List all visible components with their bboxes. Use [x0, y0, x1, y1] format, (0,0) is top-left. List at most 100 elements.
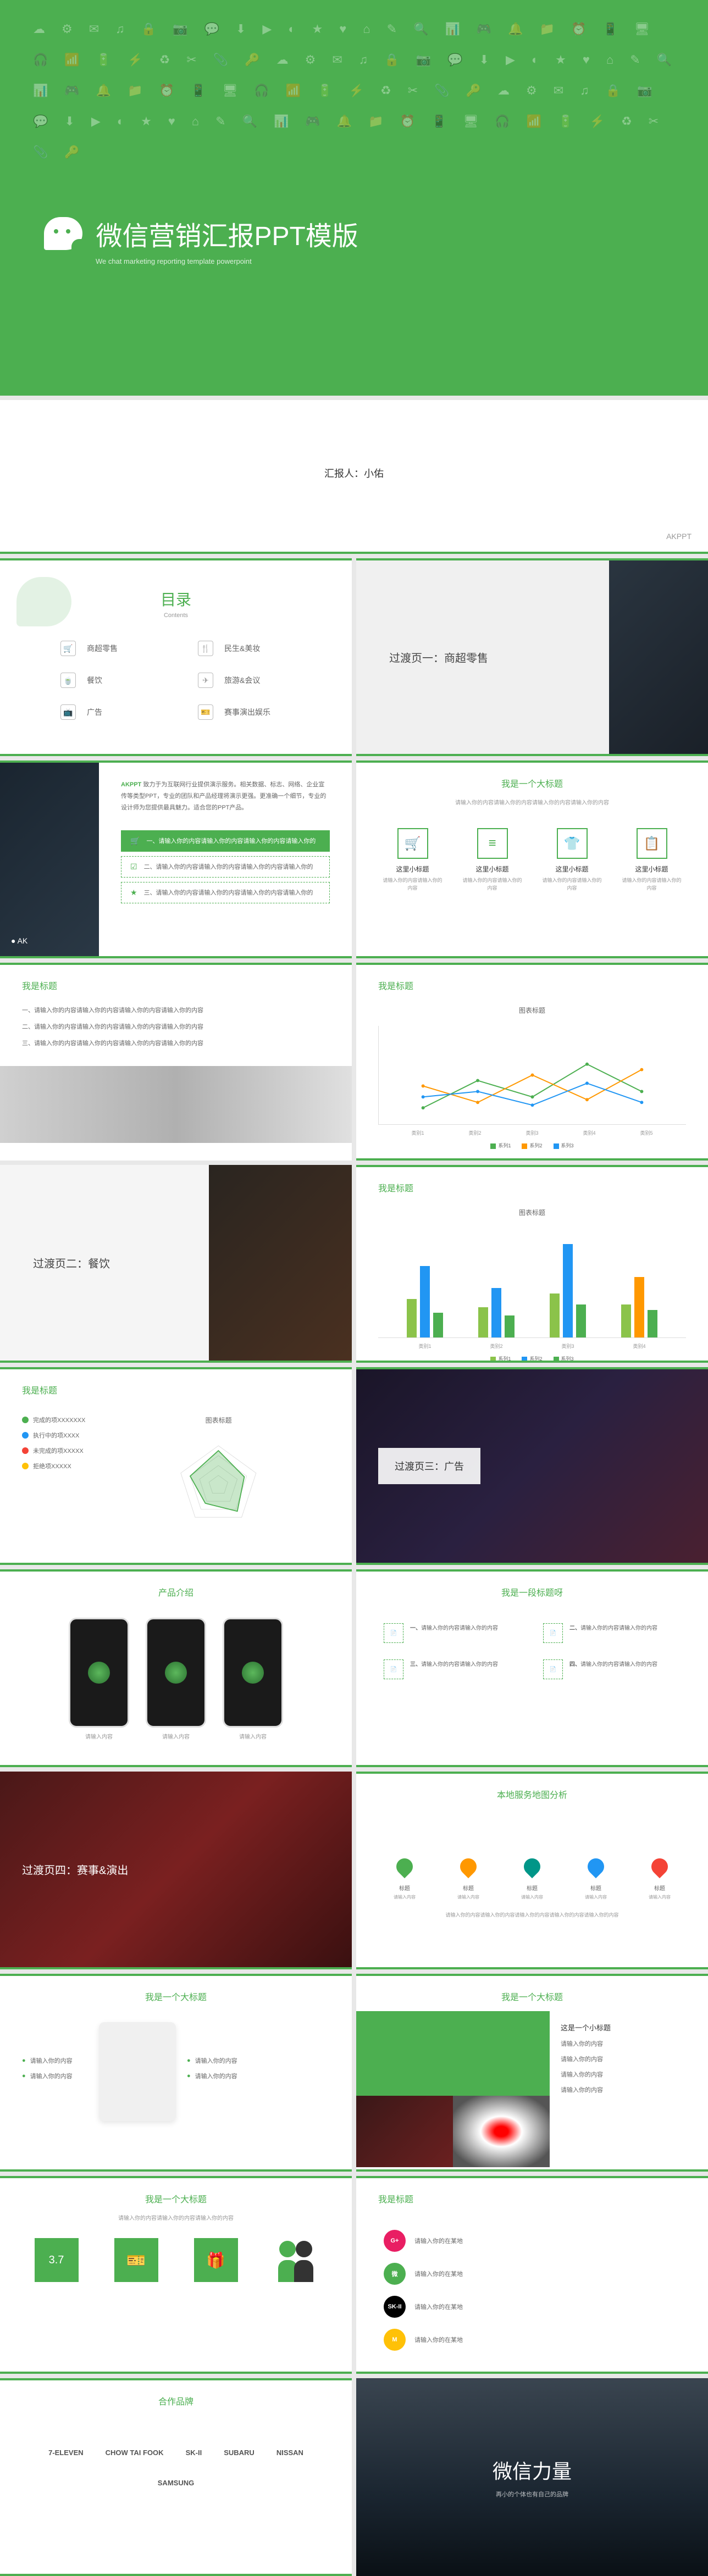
side-layout-slide: 我是一个大标题 ● 请输入你的内容● 请输入你的内容 ● 请输入你的内容● 请输…	[0, 1974, 352, 2172]
toc-item[interactable]: ✈旅游&会议	[198, 673, 291, 688]
radar-legend-item: 执行中的项XXXX	[22, 1431, 85, 1440]
pin-text: 请输入内容	[457, 1894, 479, 1900]
card-icon: 🛒	[397, 828, 428, 859]
green-block	[356, 2011, 550, 2110]
toc-text: 民生&美妆	[224, 643, 260, 654]
bar	[634, 1277, 644, 1337]
chart-title: 图表标题	[378, 1208, 686, 1217]
num-1: 一、请输入你的内容请输入你的内容请输入你的内容请输入你的内容	[22, 1006, 330, 1014]
intro-image: ● AK	[0, 763, 99, 956]
radar-chart: 图表标题	[107, 1415, 330, 1536]
pin-text: 请输入内容	[394, 1894, 416, 1900]
end-slide: 微信力量 再小的个体也有自己的品牌	[356, 2378, 708, 2576]
pin-text: 请输入内容	[585, 1894, 607, 1900]
para-slide: 我是一段标题呀 📄一、请输入你的内容请输入你的内容 📄二、请输入你的内容请输入你的…	[356, 1569, 708, 1767]
transition-image: 过渡页三：广告	[356, 1369, 708, 1563]
cell-icon: 📄	[384, 1659, 403, 1679]
pin-label: 标题	[394, 1884, 416, 1892]
grid-cell: 📄一、请输入你的内容请输入你的内容	[384, 1623, 521, 1643]
pin-label: 标题	[521, 1884, 543, 1892]
intro-slide: ● AK AKPPT 致力于为互联网行业提供演示服务。相关数据、标志、网络、企业…	[0, 760, 352, 958]
toc-item[interactable]: 🎫 赛事演出娱乐	[198, 704, 291, 720]
phone-label: 请输入内容	[223, 1732, 283, 1740]
map-pin: 标题请输入内容	[585, 1858, 607, 1900]
slide-title: 我是一段标题呀	[356, 1572, 708, 1607]
card-title: 这里小标题	[462, 864, 523, 874]
transition-image	[609, 560, 708, 754]
card-icon: 👕	[557, 828, 588, 859]
slide-title: 我是标题	[356, 965, 708, 1000]
ak-label: AK	[18, 936, 28, 945]
bar-group	[478, 1288, 515, 1337]
toc-item[interactable]: 🍴 民生&美妆	[198, 641, 291, 656]
circle-brands-slide: 我是标题 G+请输入你的在某地微请输入你的在某地SK-II请输入你的在某地M请输…	[356, 2176, 708, 2374]
bar	[648, 1310, 657, 1337]
toc-icon: 🍵	[60, 673, 76, 688]
icon-card: ≡这里小标题请输入你的内容请输入你的内容	[462, 828, 523, 892]
brand-label: AKPPT	[666, 532, 692, 541]
toc-icon: 🍴	[198, 641, 213, 656]
radar-slide: 我是标题 完成的项XXXXXXX执行中的项XXXX未完成的项XXXXX拒绝项XX…	[0, 1367, 352, 1565]
radar-legend-item: 未完成的项XXXXX	[22, 1446, 85, 1455]
phone-mockup: 请输入内容	[223, 1618, 283, 1740]
slide-sub: 请输入你的内容请输入你的内容请输入你的内容	[0, 2213, 352, 2222]
green-side-slide: 我是一个大标题 这是一个小标题 请输入你的内容请输入你的内容请输入你的内容请输入…	[356, 1974, 708, 2172]
transition-text: 过渡页四：赛事&演出	[22, 1862, 128, 1878]
bar	[621, 1304, 631, 1337]
end-title: 微信力量	[493, 2456, 572, 2484]
card-title: 这里小标题	[383, 864, 443, 874]
slide-title: 我是一个大标题	[356, 763, 708, 798]
toc-icon: 🛒	[60, 641, 76, 656]
side-item: ● 请输入你的内容	[22, 2072, 88, 2080]
toc-icon: 🎫	[198, 704, 213, 720]
pin-text: 请输入内容	[649, 1894, 671, 1900]
card-text: 请输入你的内容请输入你的内容	[542, 877, 602, 892]
side-item: ● 请输入你的内容	[187, 2072, 253, 2080]
grid-cell: 📄二、请输入你的内容请输入你的内容	[543, 1623, 681, 1643]
toc-text: 赛事演出娱乐	[224, 707, 270, 718]
slide-title: 我是一个大标题	[0, 1976, 352, 2011]
img-2	[453, 2096, 550, 2167]
phone-label: 请输入内容	[69, 1732, 129, 1740]
line-chart-slide: 我是标题 图表标题 类别1类别2类别3类别4类别5 系列1系列2系列3	[356, 963, 708, 1161]
toc-item[interactable]: 📺广告	[60, 704, 154, 720]
map-pin: 标题请输入内容	[649, 1858, 671, 1900]
bar	[407, 1299, 417, 1337]
bar-chart-slide: 我是标题 图表标题 类别1类别2类别3类别4 系列1系列2系列3	[356, 1165, 708, 1363]
transition-3-slide: 过渡页三：广告	[356, 1367, 708, 1565]
toc-subtitle: Contents	[27, 612, 324, 619]
toc-text: 旅游&会议	[224, 675, 260, 686]
side-item: 请输入你的内容	[561, 2085, 697, 2094]
circle-text: 请输入你的在某地	[414, 2335, 463, 2344]
toc-item[interactable]: 🍵 餐饮	[60, 673, 154, 688]
subtitle: We chat marketing reporting template pow…	[96, 257, 664, 265]
bar	[563, 1244, 573, 1337]
circle-item: G+请输入你的在某地	[384, 2230, 681, 2252]
photo-strip	[0, 1066, 352, 1143]
cell-icon: 📄	[384, 1623, 403, 1643]
slide-title: 我是标题	[356, 2178, 708, 2213]
num-2: 二、请输入你的内容请输入你的内容请输入你的内容请输入你的内容	[22, 1022, 330, 1031]
bar	[576, 1304, 586, 1337]
toc-text: 餐饮	[87, 675, 102, 686]
chart-title: 图表标题	[378, 1006, 686, 1015]
toc-item[interactable]: 🛒商超零售	[60, 641, 154, 656]
transition-1-slide: 过渡页一：商超零售	[356, 558, 708, 756]
brand-logo: NISSAN	[276, 2449, 303, 2457]
slide-title: 合作品牌	[0, 2380, 352, 2416]
circle-item: 微请输入你的在某地	[384, 2263, 681, 2285]
bar	[505, 1315, 515, 1337]
wechat-logo-icon	[44, 217, 82, 250]
phone-mockup: 请输入内容	[146, 1618, 206, 1740]
side-item: 请输入你的内容	[561, 2039, 697, 2048]
people-icon	[274, 2238, 318, 2282]
transition-text: 过渡页二：餐饮	[33, 1255, 110, 1271]
icon-card: 👕这里小标题请输入你的内容请输入你的内容	[542, 828, 602, 892]
bar-group	[621, 1277, 657, 1337]
radar-title: 图表标题	[107, 1415, 330, 1425]
transition-image: 过渡页四：赛事&演出	[0, 1772, 352, 1967]
bullet-3: ★三、请输入你的内容请输入你的内容请输入你的内容请输入你的	[121, 882, 330, 903]
transition-4-slide: 过渡页四：赛事&演出	[0, 1772, 352, 1969]
main-title: 微信营销汇报PPT模版	[96, 214, 358, 253]
brand-circle-icon: M	[384, 2329, 406, 2351]
